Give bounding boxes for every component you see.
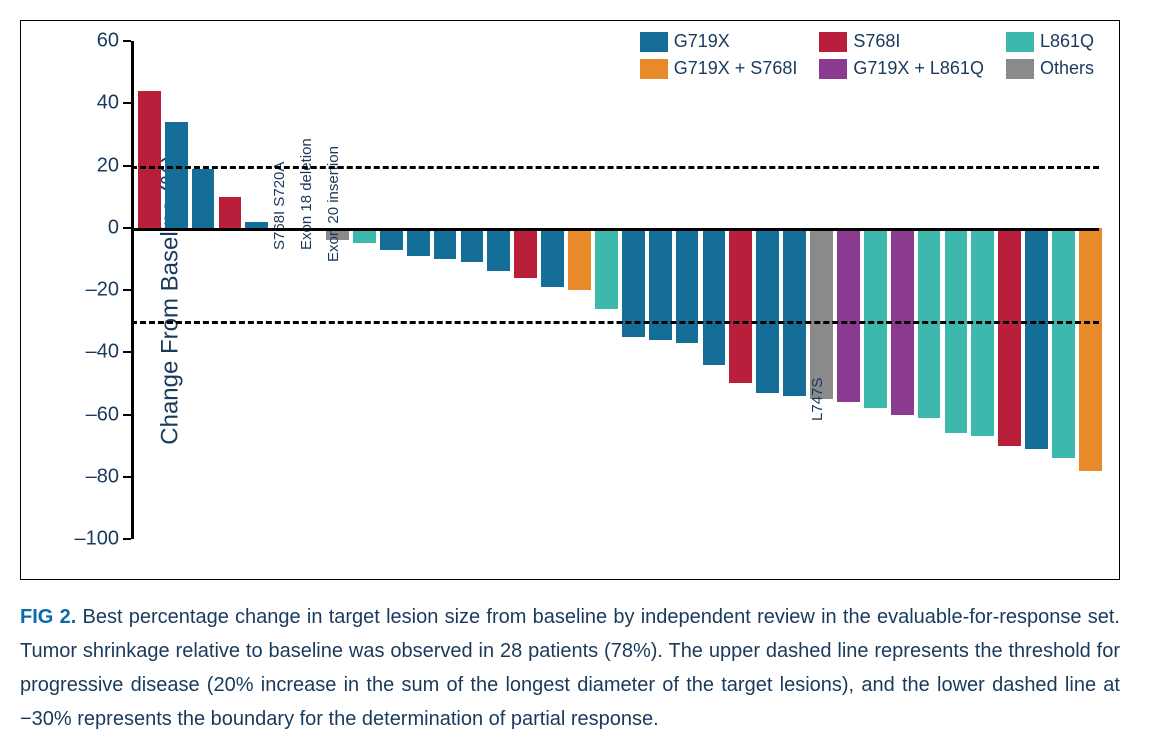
bar: [380, 228, 403, 250]
y-tick-label: –60: [59, 403, 119, 426]
bar: [676, 228, 699, 343]
bars-group: S768I S720A Exon 18 deletion Exon 20 inser…: [131, 41, 1099, 539]
legend-swatch: [819, 32, 847, 52]
bar: [945, 228, 968, 433]
y-tick-mark: [123, 40, 131, 42]
plot-area: S768I S720A Exon 18 deletion Exon 20 inser…: [131, 41, 1099, 539]
bar: [703, 228, 726, 365]
y-tick-mark: [123, 414, 131, 416]
legend-label: Others: [1040, 58, 1094, 79]
y-tick-label: 60: [59, 30, 119, 53]
legend-label: G719X: [674, 31, 730, 52]
bar-annotation: L747S: [809, 378, 826, 421]
y-tick-mark: [123, 476, 131, 478]
bar: [998, 228, 1021, 446]
bar-annotation: Exon 20 insertion: [325, 146, 342, 262]
bar: [595, 228, 618, 309]
caption-text: Best percentage change in target lesion …: [20, 606, 1120, 730]
y-tick-label: 0: [59, 216, 119, 239]
y-tick-mark: [123, 165, 131, 167]
y-tick-mark: [123, 538, 131, 540]
legend-item: Others: [1006, 58, 1094, 79]
bar: [971, 228, 994, 437]
reference-line: [131, 166, 1099, 169]
legend-label: G719X + L861Q: [853, 58, 984, 79]
legend-item: G719X + S768I: [640, 58, 798, 79]
bar: [810, 228, 833, 399]
bar: [407, 228, 430, 256]
y-tick-label: –20: [59, 279, 119, 302]
y-tick-mark: [123, 351, 131, 353]
y-tick-mark: [123, 102, 131, 104]
bar-annotation: S768I S720A: [271, 161, 288, 249]
caption-prefix: FIG 2.: [20, 606, 76, 628]
bar: [1079, 228, 1102, 471]
y-tick-label: –40: [59, 341, 119, 364]
bar: [541, 228, 564, 287]
y-tick-label: 20: [59, 154, 119, 177]
legend-swatch: [640, 59, 668, 79]
waterfall-chart: 6040200–20–40–60–80–100 Change From Base…: [20, 20, 1120, 580]
legend-label: G719X + S768I: [674, 58, 798, 79]
bar: [729, 228, 752, 384]
reference-line: [131, 321, 1099, 324]
bar: [138, 91, 161, 228]
bar: [165, 122, 188, 228]
legend-label: S768I: [853, 31, 900, 52]
legend-swatch: [640, 32, 668, 52]
bar: [461, 228, 484, 262]
y-tick-label: 40: [59, 92, 119, 115]
legend-item: G719X + L861Q: [819, 58, 984, 79]
legend-swatch: [1006, 32, 1034, 52]
bar: [219, 197, 242, 228]
bar: [783, 228, 806, 396]
bar-annotation: Exon 18 deletion: [298, 138, 315, 250]
y-tick-mark: [123, 227, 131, 229]
legend: G719X S768I L861Q G719X + S768I G719X + L861…: [640, 31, 1094, 79]
legend-item: L861Q: [1006, 31, 1094, 52]
legend-item: G719X: [640, 31, 798, 52]
bar: [1025, 228, 1048, 449]
bar: [568, 228, 591, 290]
y-axis: 6040200–20–40–60–80–100: [21, 41, 131, 539]
y-tick-label: –100: [59, 528, 119, 551]
bar: [434, 228, 457, 259]
figure-caption: FIG 2. Best percentage change in target …: [20, 600, 1120, 736]
legend-swatch: [819, 59, 847, 79]
bar: [487, 228, 510, 272]
bar: [192, 169, 215, 228]
zero-line: [131, 228, 1099, 231]
bar: [864, 228, 887, 409]
y-tick-label: –80: [59, 465, 119, 488]
bar: [1052, 228, 1075, 458]
bar: [756, 228, 779, 393]
y-tick-mark: [123, 289, 131, 291]
bar: [837, 228, 860, 402]
legend-item: S768I: [819, 31, 984, 52]
legend-label: L861Q: [1040, 31, 1094, 52]
legend-swatch: [1006, 59, 1034, 79]
bar: [514, 228, 537, 278]
